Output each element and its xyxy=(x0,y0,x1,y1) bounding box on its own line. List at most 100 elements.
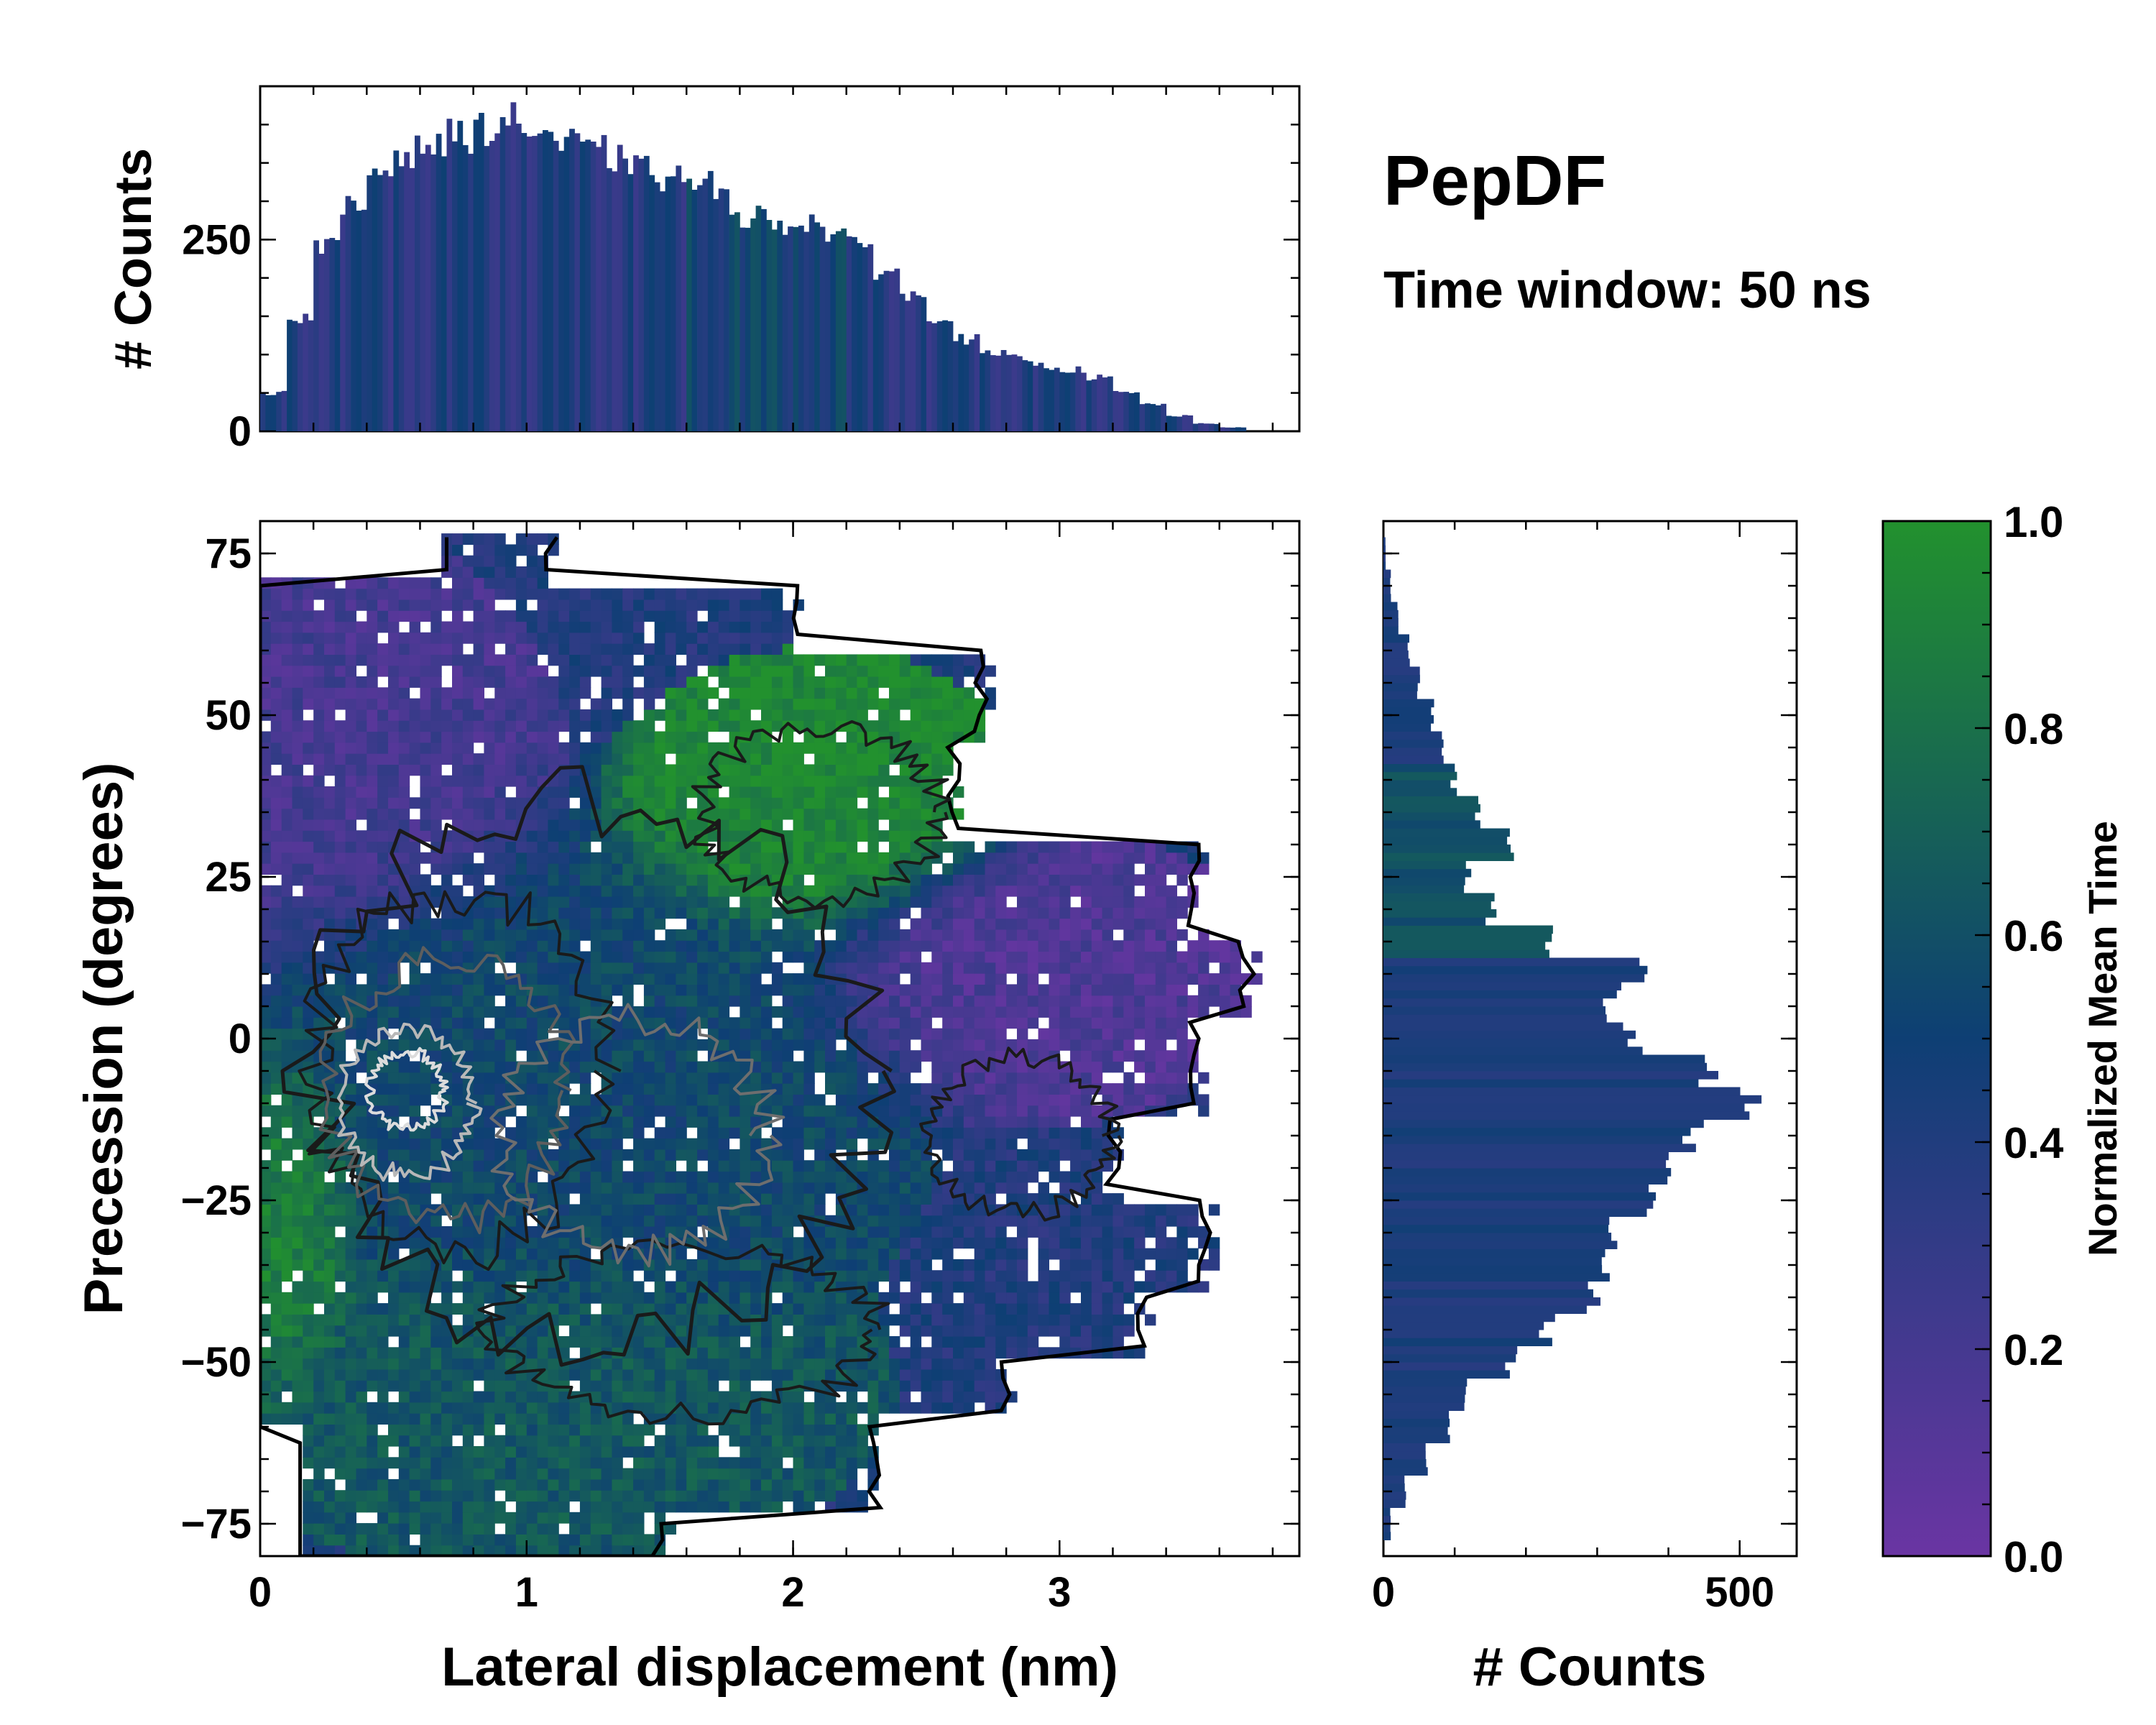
heatmap-cell xyxy=(1176,951,1188,963)
heatmap-cell xyxy=(676,973,687,985)
heatmap-cell xyxy=(750,1215,762,1227)
heatmap-cell xyxy=(921,1215,932,1227)
heatmap-cell xyxy=(558,852,570,864)
heatmap-cell xyxy=(942,1006,954,1018)
heatmap-cell xyxy=(1176,1215,1188,1227)
heatmap-cell xyxy=(771,1501,783,1513)
heatmap-cell xyxy=(462,1193,474,1205)
heatmap-cell xyxy=(515,1160,528,1172)
heatmap-cell xyxy=(846,1083,858,1095)
heatmap-cell xyxy=(367,1457,378,1469)
top-histogram-bar xyxy=(1075,366,1082,431)
heatmap-cell xyxy=(537,1413,548,1425)
heatmap-cell xyxy=(324,1281,336,1293)
heatmap-cell xyxy=(771,1028,783,1040)
heatmap-cell xyxy=(270,1380,282,1392)
heatmap-cell xyxy=(942,1226,954,1238)
heatmap-cell xyxy=(452,1512,464,1524)
heatmap-cell xyxy=(910,1028,922,1040)
heatmap-cell xyxy=(1081,929,1092,941)
heatmap-cell xyxy=(665,1006,676,1018)
heatmap-cell xyxy=(367,1127,378,1139)
heatmap-cell xyxy=(771,1368,783,1381)
heatmap-cell xyxy=(484,1545,495,1556)
heatmap-cell xyxy=(430,1171,442,1183)
heatmap-cell xyxy=(398,984,410,996)
heatmap-cell xyxy=(761,984,773,996)
heatmap-cell xyxy=(825,1105,837,1117)
heatmap-cell xyxy=(633,973,645,985)
heatmap-cell xyxy=(740,1368,751,1381)
heatmap-cell xyxy=(643,1391,655,1403)
heatmap-cell xyxy=(324,1490,336,1502)
heatmap-cell xyxy=(270,1017,282,1029)
heatmap-cell xyxy=(867,1083,879,1095)
heatmap-cell xyxy=(835,1303,847,1315)
heatmap-cell xyxy=(313,1336,325,1348)
heatmap-cell xyxy=(579,1501,591,1513)
heatmap-cell xyxy=(654,1468,666,1480)
heatmap-cell xyxy=(899,1072,911,1084)
heatmap-cell xyxy=(995,874,1007,886)
heatmap-cell xyxy=(388,962,400,974)
heatmap-cell xyxy=(910,1303,922,1315)
heatmap-cell xyxy=(313,1424,325,1436)
heatmap-cell xyxy=(1102,973,1113,985)
heatmap-cell xyxy=(537,1512,548,1524)
heatmap-cell xyxy=(1049,896,1060,908)
heatmap-cell xyxy=(303,1478,314,1491)
heatmap-cell xyxy=(505,1028,517,1040)
heatmap-cell xyxy=(1049,1072,1060,1084)
top-histogram-bars xyxy=(260,102,1247,432)
heatmap-cell xyxy=(953,1226,964,1238)
heatmap-cell xyxy=(633,1050,645,1062)
heatmap-cell xyxy=(985,962,996,974)
top-histogram-bar xyxy=(852,236,857,431)
heatmap-cell xyxy=(569,885,581,897)
heatmap-cell xyxy=(707,874,719,886)
heatmap-cell xyxy=(345,907,356,919)
heatmap-cell xyxy=(1240,1006,1252,1018)
heatmap-cell xyxy=(878,1358,890,1370)
heatmap-cell xyxy=(867,940,879,952)
heatmap-cell xyxy=(398,1478,410,1491)
heatmap-cell xyxy=(388,1270,400,1282)
heatmap-cell xyxy=(707,1457,719,1469)
heatmap-cell xyxy=(537,1116,548,1128)
heatmap-cell xyxy=(974,885,986,897)
heatmap-cell xyxy=(281,1325,293,1337)
heatmap-cell xyxy=(803,1083,815,1095)
heatmap-cell xyxy=(292,1094,303,1106)
heatmap-cell xyxy=(452,1413,464,1425)
heatmap-cell xyxy=(963,929,975,941)
heatmap-cell xyxy=(1049,1149,1060,1161)
heatmap-cell xyxy=(409,1270,420,1282)
heatmap-cell xyxy=(985,995,996,1007)
heatmap-cell xyxy=(953,1259,964,1271)
heatmap-cell xyxy=(910,1248,922,1260)
heatmap-cell xyxy=(409,1424,420,1436)
heatmap-cell xyxy=(579,1478,591,1491)
heatmap-cell xyxy=(1006,852,1018,864)
heatmap-cell xyxy=(1112,962,1124,974)
heatmap-cell xyxy=(718,1402,730,1414)
heatmap-cell xyxy=(707,1149,719,1161)
top-histogram-bar xyxy=(1000,350,1007,431)
heatmap-cell xyxy=(1017,1292,1028,1304)
heatmap-cell xyxy=(654,1072,666,1084)
heatmap-cell xyxy=(1038,1237,1049,1249)
heatmap-cell xyxy=(921,896,932,908)
heatmap-cell xyxy=(388,1292,400,1304)
heatmap-cell xyxy=(558,1182,570,1194)
heatmap-cell xyxy=(409,1149,420,1161)
heatmap-cell xyxy=(515,1138,528,1150)
top-histogram-bar xyxy=(607,167,612,431)
heatmap-cell xyxy=(910,918,922,930)
heatmap-cell xyxy=(1027,1193,1039,1205)
heatmap-cell xyxy=(985,929,996,941)
heatmap-cell xyxy=(505,1391,517,1403)
heatmap-cell xyxy=(1081,1072,1092,1084)
heatmap-cell xyxy=(345,1083,356,1095)
heatmap-cell xyxy=(345,1446,356,1458)
heatmap-cell xyxy=(729,929,740,941)
